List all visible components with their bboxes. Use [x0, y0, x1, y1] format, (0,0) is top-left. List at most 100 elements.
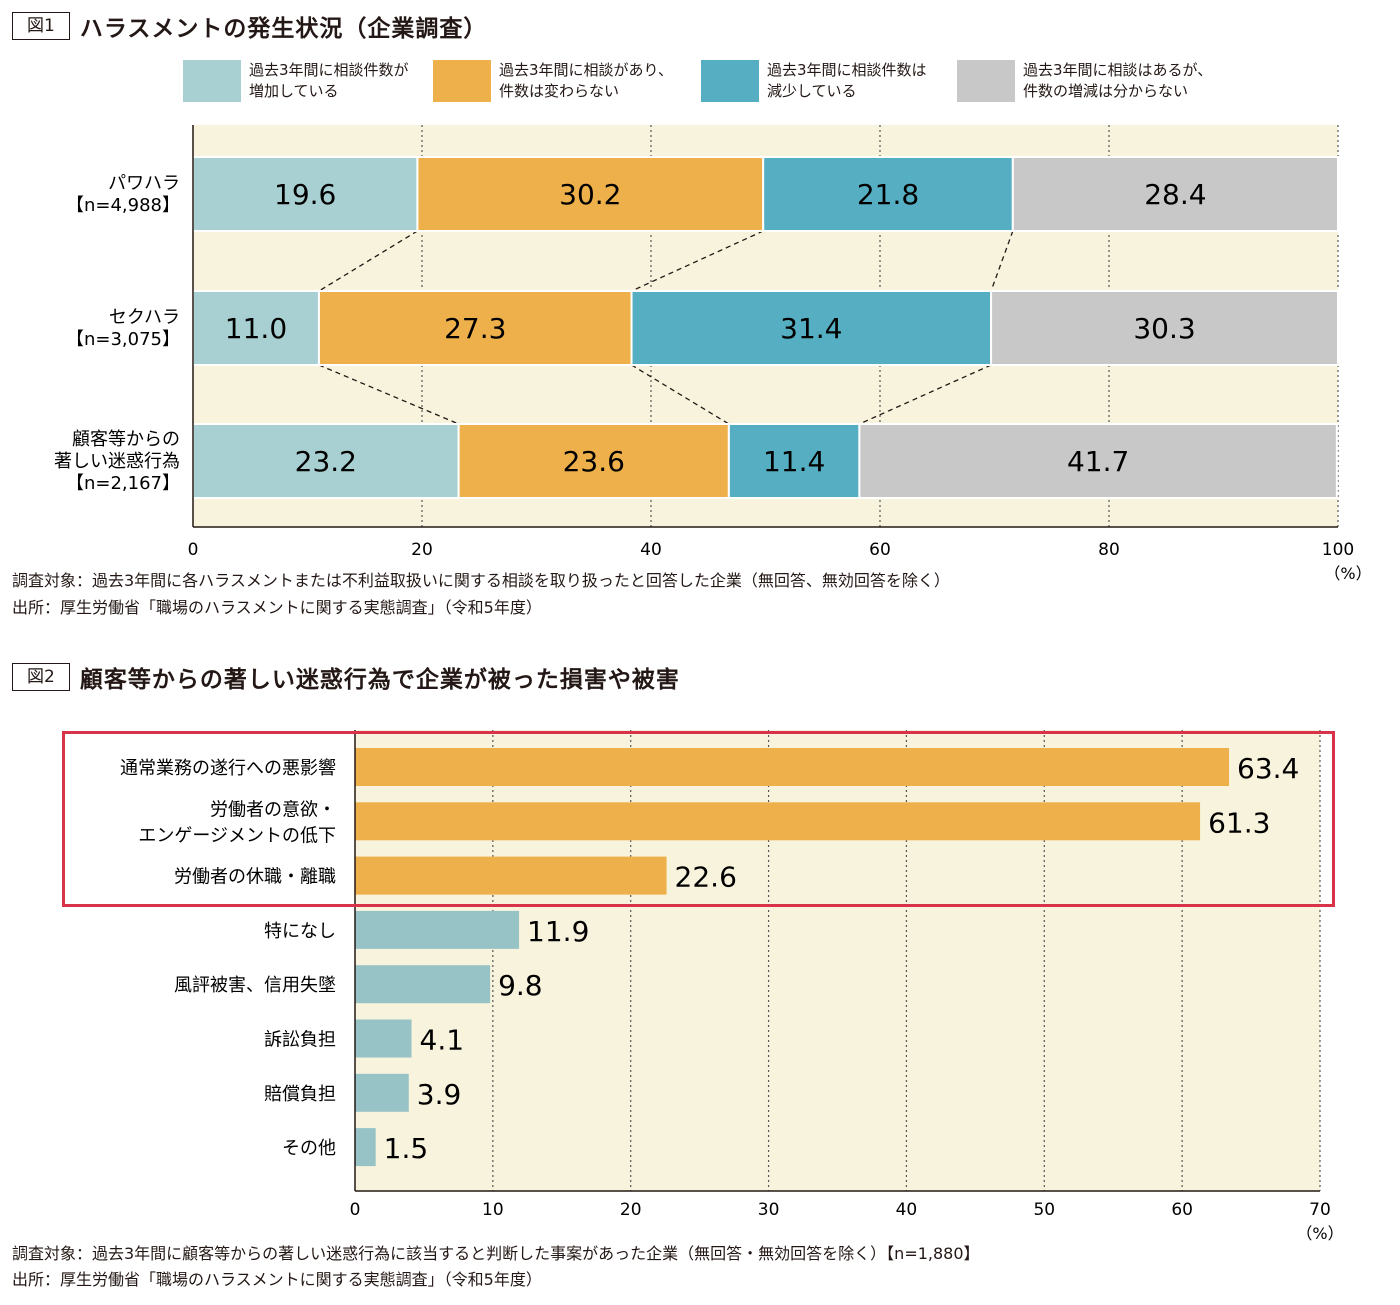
category-label: 特になし [264, 921, 336, 942]
fig1-stacked-bar-chart: 0 20 40 60 80 100 （%） 19.6 30.2 21.8 28.4 パワハラ【n=4,… [54, 125, 1372, 583]
bar [355, 856, 667, 895]
bar-segment [317, 290, 633, 366]
category-label: 訴訟負担 [264, 1030, 336, 1051]
fig2-note-source: 出所：厚生労働省「職場のハラスメントに関する実態調査」（令和5年度） [12, 1270, 542, 1289]
legend-item-unknown: 過去3年間に相談はあるが、 件数の増減は分からない [957, 60, 1217, 102]
data-label: 41.7 [1067, 445, 1129, 478]
bar-segment [457, 423, 730, 499]
x-tick-label: 100 [1322, 540, 1354, 560]
category-label: 労働者の休職・離職 [174, 867, 336, 888]
data-label: 28.4 [1144, 178, 1206, 211]
bar [355, 1073, 409, 1112]
connector-line [318, 230, 418, 292]
category-label: パワハラ [108, 173, 180, 194]
category-label: 【n=2,167】 [66, 473, 180, 494]
fig2-note-target: 調査対象：過去3年間に顧客等からの著しい迷惑行為に該当すると判断した事案があった… [12, 1244, 980, 1263]
bar [355, 1128, 376, 1167]
x-tick-label: 20 [411, 540, 433, 560]
data-label: 31.4 [780, 312, 842, 345]
data-label: 23.6 [563, 445, 625, 478]
data-label: 21.8 [857, 178, 919, 211]
data-label: 61.3 [1208, 806, 1270, 839]
data-label: 30.2 [559, 178, 621, 211]
bar-segment [990, 290, 1339, 366]
bar-segment [630, 290, 993, 366]
fig1-header: 図1 ハラスメントの発生状況（企業調査） [12, 9, 487, 43]
category-label: 労働者の意欲・ [210, 799, 336, 820]
category-label: エンゲージメントの低下 [138, 825, 336, 846]
category-label: 著しい迷惑行為 [54, 451, 180, 472]
fig1-legend: 過去3年間に相談件数が 増加している 過去3年間に相談があり、 件数は変わらない… [183, 60, 1235, 102]
x-tick-label: 30 [758, 1200, 780, 1220]
x-tick-label: 40 [640, 540, 662, 560]
category-label: セクハラ [109, 307, 180, 328]
category-label: 【n=4,988】 [66, 195, 180, 216]
connector-line [318, 364, 459, 425]
data-label: 3.9 [417, 1078, 462, 1111]
x-tick-label: 70 [1309, 1200, 1331, 1220]
x-tick-label: 80 [1098, 540, 1120, 560]
data-label: 19.6 [274, 178, 336, 211]
fig1-title: ハラスメントの発生状況（企業調査） [79, 16, 488, 42]
legend-item-decrease: 過去3年間に相談件数は 減少している [701, 60, 939, 102]
legend-swatch-increase [183, 60, 241, 102]
bar [355, 748, 1230, 786]
bar-segment [858, 423, 1338, 499]
bar-segment [1011, 156, 1339, 232]
data-label: 4.1 [420, 1024, 465, 1057]
x-tick-label: 10 [482, 1200, 504, 1220]
legend-label-decrease: 過去3年間に相談件数は 減少している [767, 61, 927, 100]
x-tick-label: 20 [620, 1200, 642, 1220]
legend-swatch-decrease [701, 60, 759, 102]
fig1-note-source: 出所：厚生労働省「職場のハラスメントに関する実態調査」（令和5年度） [12, 598, 542, 617]
data-label: 22.6 [675, 861, 737, 894]
legend-label-unchanged: 過去3年間に相談があり、 件数は変わらない [499, 61, 673, 100]
data-label: 11.4 [763, 445, 825, 478]
bar [355, 965, 491, 1004]
bar-segment [727, 423, 861, 499]
data-label: 11.0 [225, 312, 287, 345]
legend-swatch-unknown [957, 60, 1015, 102]
connector-line [990, 230, 1014, 292]
connector-line [631, 364, 730, 425]
connector-line [859, 364, 992, 425]
bar-segment [192, 290, 320, 366]
data-label: 63.4 [1237, 752, 1299, 785]
category-label: 賠償負担 [264, 1084, 336, 1105]
category-label: 顧客等からの [72, 429, 180, 450]
data-label: 1.5 [384, 1132, 429, 1165]
x-tick-label: 50 [1033, 1200, 1055, 1220]
legend-item-unchanged: 過去3年間に相談があり、 件数は変わらない [433, 60, 683, 102]
data-label: 30.3 [1133, 312, 1195, 345]
bar-segment [192, 156, 419, 232]
x-unit-label: （%） [1324, 564, 1371, 583]
x-tick-label: 60 [1171, 1200, 1193, 1220]
x-tick-label: 60 [869, 540, 891, 560]
x-tick-label: 0 [188, 540, 199, 560]
connector-line [631, 230, 764, 292]
x-tick-label: 40 [896, 1200, 918, 1220]
legend-swatch-unchanged [433, 60, 491, 102]
data-label: 23.2 [295, 445, 357, 478]
category-label: その他 [282, 1138, 336, 1159]
bar [355, 910, 520, 949]
category-label: 風評被害、信用失墜 [174, 975, 336, 996]
fig2-badge: 図2 [12, 663, 70, 691]
legend-label-unknown: 過去3年間に相談はあるが、 件数の増減は分からない [1023, 61, 1213, 100]
data-label: 9.8 [498, 969, 543, 1002]
category-label: 【n=3,075】 [66, 329, 180, 350]
bar [355, 1019, 412, 1058]
data-label: 27.3 [444, 312, 506, 345]
fig2-highlight-box [62, 731, 1335, 907]
fig2-bar-chart: 0 10 20 30 40 50 60 70 （%） 63.4 通常業務の遂行への悪影響 61.3 労働… [120, 730, 1344, 1243]
fig2-title: 顧客等からの著しい迷惑行為で企業が被った損害や被害 [79, 667, 680, 693]
legend-label-increase: 過去3年間に相談件数が 増加している [249, 61, 409, 100]
legend-item-increase: 過去3年間に相談件数が 増加している [183, 60, 415, 102]
category-label: 通常業務の遂行への悪影響 [120, 758, 336, 779]
data-label: 11.9 [527, 915, 589, 948]
x-unit-label: （%） [1296, 1224, 1343, 1243]
fig1-note-target: 調査対象：過去3年間に各ハラスメントまたは不利益取扱いに関する相談を取り扱ったと… [12, 571, 950, 590]
x-tick-label: 0 [350, 1200, 361, 1220]
fig1-badge: 図1 [12, 12, 70, 40]
fig2-header: 図2 顧客等からの著しい迷惑行為で企業が被った損害や被害 [12, 660, 680, 694]
